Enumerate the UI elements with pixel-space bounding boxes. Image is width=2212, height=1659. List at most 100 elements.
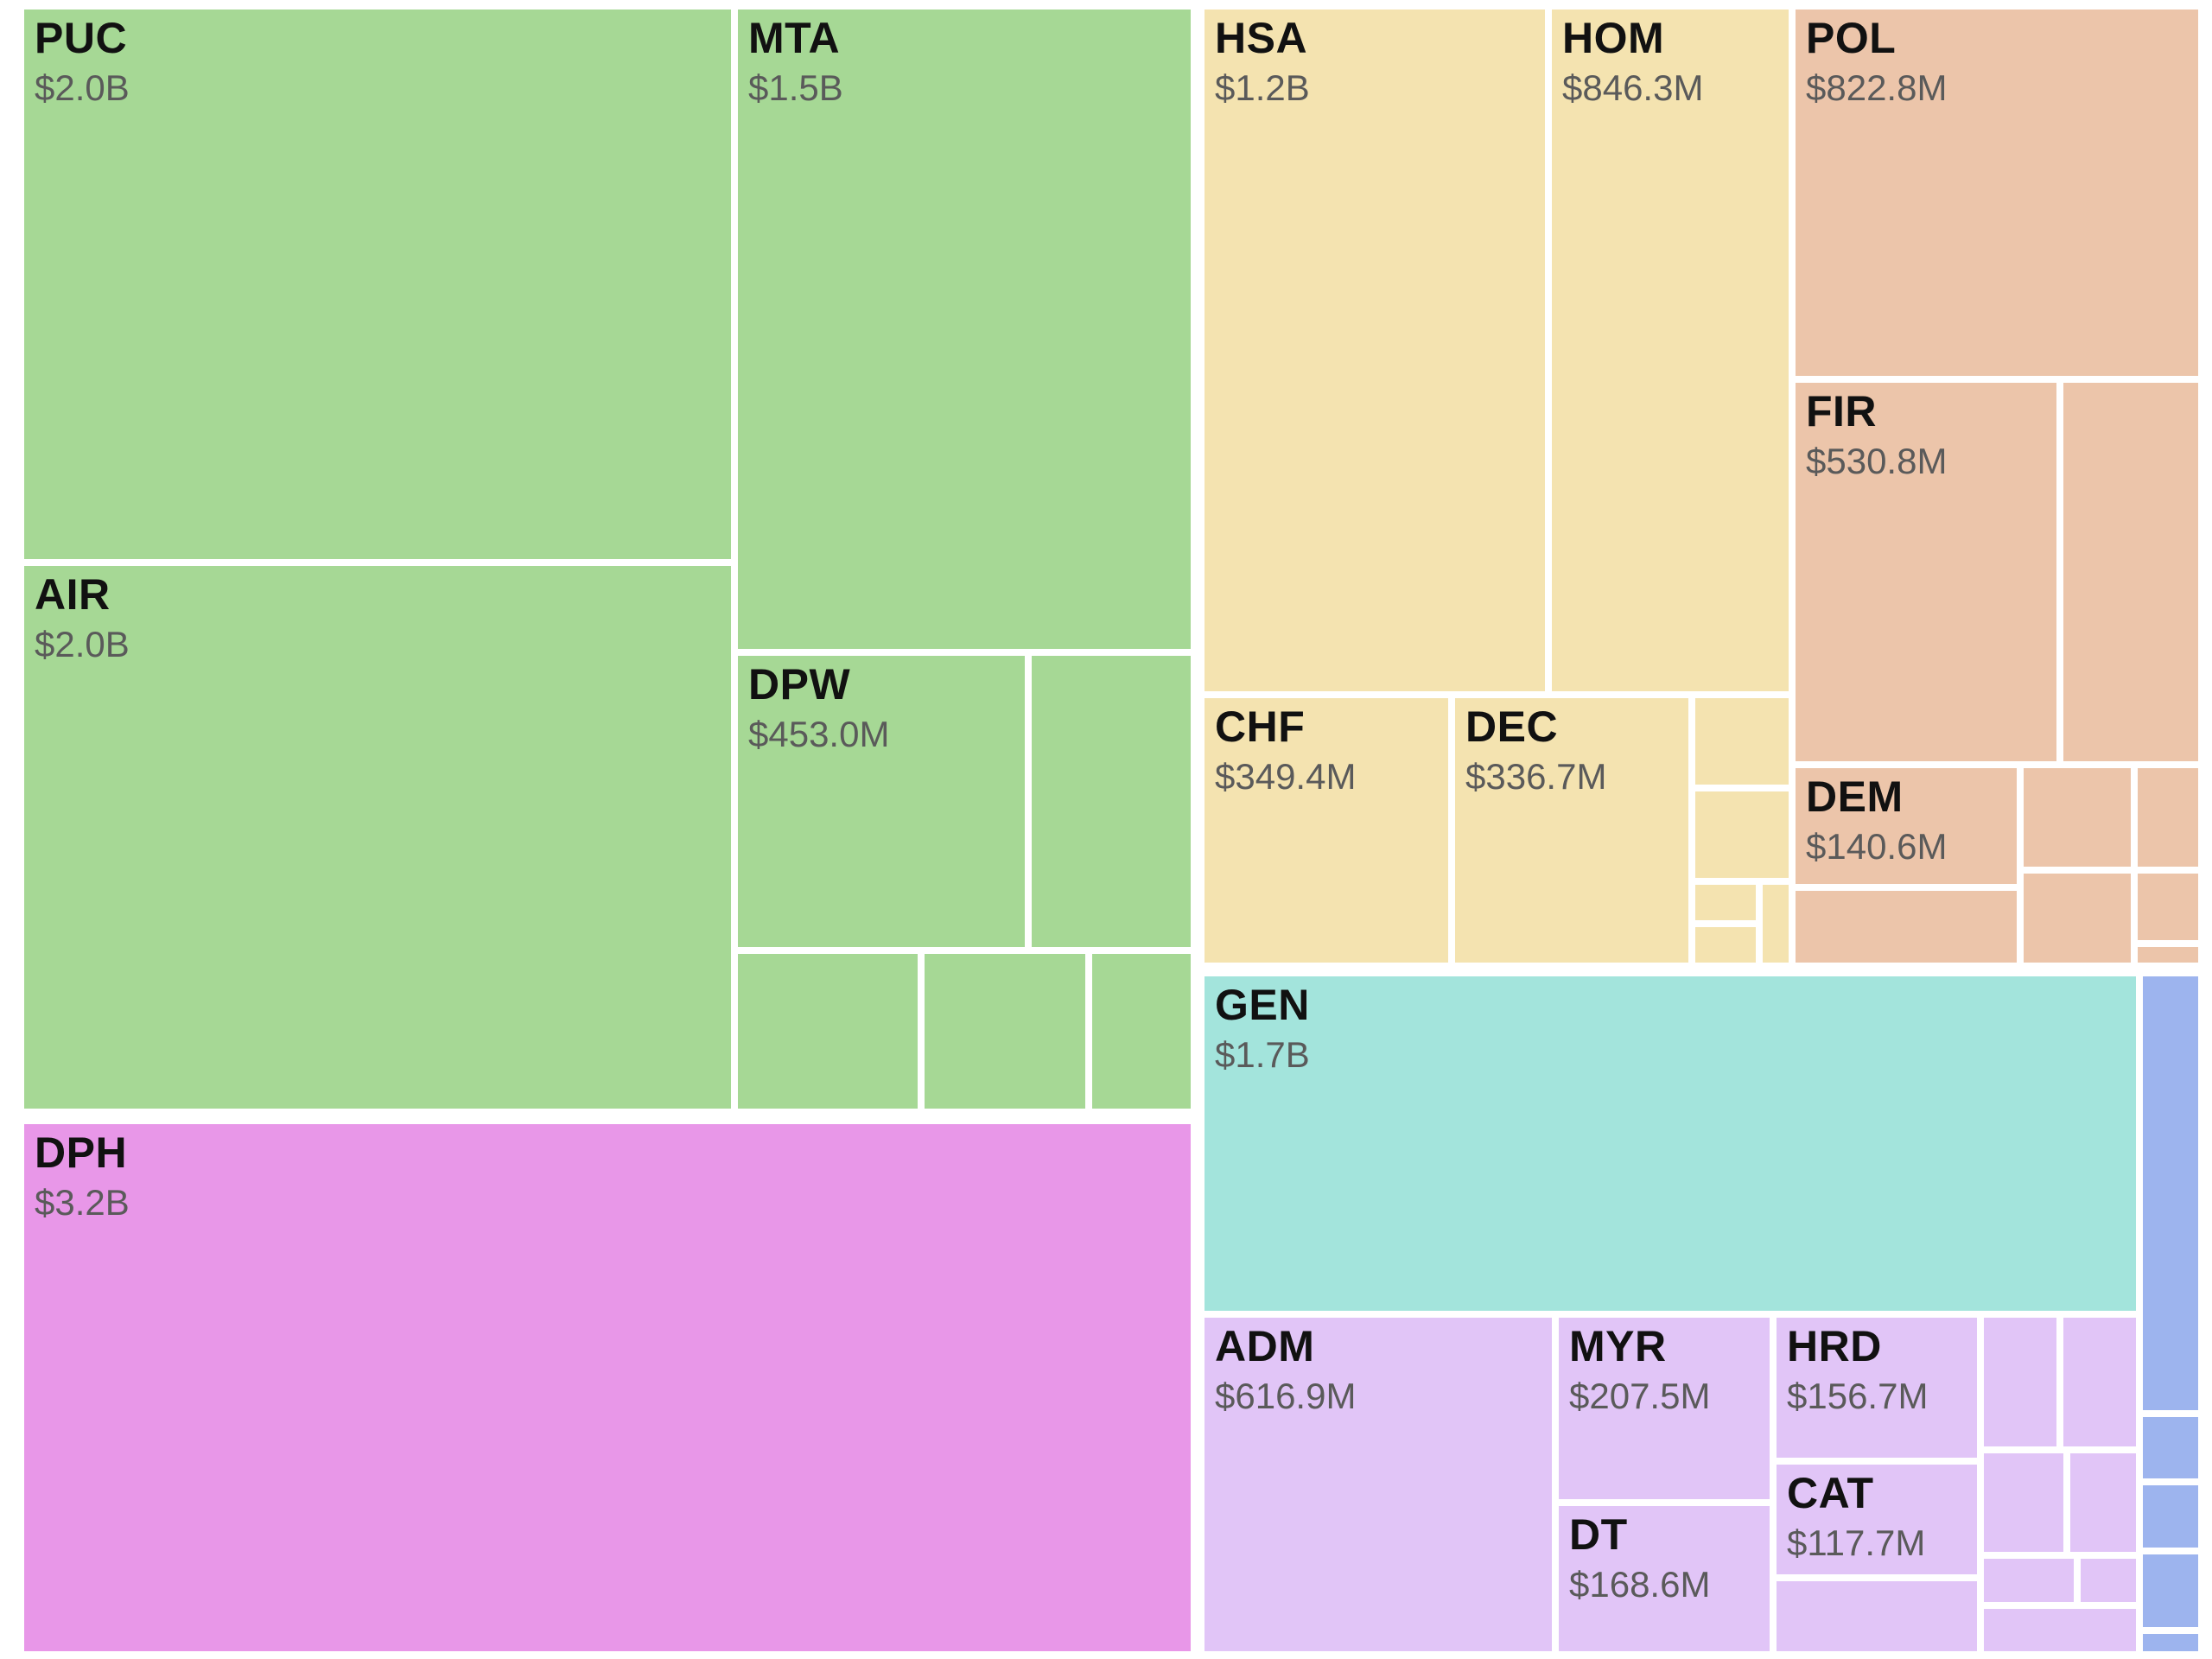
cell-value: $168.6M [1569,1564,1711,1605]
treemap-cell[interactable] [2139,1630,2202,1655]
treemap-cell[interactable] [1980,1555,2077,1605]
treemap-cell[interactable] [1792,887,2020,966]
treemap-cell-hom[interactable]: HOM $846.3M [1548,6,1792,695]
treemap-cell[interactable] [2134,765,2202,870]
treemap-cell-dph[interactable]: DPH $3.2B [21,1121,1194,1655]
cell-value: $2.0B [35,624,130,664]
treemap-cell-pol[interactable]: POL $822.8M [1792,6,2202,379]
treemap-cell[interactable] [1028,652,1194,950]
treemap-cell-puc[interactable]: PUC $2.0B [21,6,734,563]
cell-code: HSA [1215,14,1308,62]
cell-code: PUC [35,14,128,62]
cell-code: CAT [1787,1469,1874,1517]
cell-value: $336.7M [1465,756,1607,797]
cell-value: $822.8M [1806,67,1948,108]
cell-value: $3.2B [35,1182,130,1223]
treemap-cell-hrd[interactable]: HRD $156.7M [1773,1314,1980,1461]
cell-value: $1.7B [1215,1034,1310,1075]
treemap-cell[interactable] [2134,944,2202,966]
treemap-cell[interactable] [921,950,1089,1112]
cell-value: $616.9M [1215,1376,1357,1416]
cell-label: HOM $846.3M [1562,16,1703,106]
cell-value: $140.6M [1806,826,1948,867]
treemap-cell[interactable] [2060,1314,2139,1450]
cell-code: GEN [1215,981,1310,1029]
cell-code: AIR [35,570,111,619]
treemap-cell-gen[interactable]: GEN $1.7B [1201,973,2139,1314]
cell-code: MTA [748,14,841,62]
treemap-cell[interactable] [1773,1578,1980,1655]
cell-label: DPH $3.2B [35,1131,130,1221]
cell-value: $453.0M [748,714,890,754]
treemap-cell[interactable] [2139,1414,2202,1482]
cell-code: DEM [1806,772,1904,821]
treemap-cell[interactable] [1692,924,1759,966]
cell-label: PUC $2.0B [35,16,130,106]
treemap-cell-fir[interactable]: FIR $530.8M [1792,379,2060,765]
treemap-cell[interactable] [2139,973,2202,1414]
treemap-cell[interactable] [1692,695,1792,788]
treemap-cell[interactable] [2020,870,2134,966]
cell-code: DPH [35,1128,128,1177]
cell-label: AIR $2.0B [35,573,130,663]
cell-label: CHF $349.4M [1215,705,1356,795]
treemap-cell[interactable] [2134,870,2202,944]
treemap-cell-air[interactable]: AIR $2.0B [21,563,734,1112]
cell-value: $530.8M [1806,441,1948,481]
cell-code: FIR [1806,387,1878,435]
cell-label: FIR $530.8M [1806,390,1947,480]
cell-code: ADM [1215,1322,1315,1370]
treemap-cell-hsa[interactable]: HSA $1.2B [1201,6,1548,695]
cell-label: DEC $336.7M [1465,705,1606,795]
treemap-cell[interactable] [1692,788,1792,881]
cell-code: HRD [1787,1322,1882,1370]
treemap-cell-mta[interactable]: MTA $1.5B [734,6,1194,652]
cell-label: MTA $1.5B [748,16,843,106]
treemap-cell-dem[interactable]: DEM $140.6M [1792,765,2020,887]
cell-value: $207.5M [1569,1376,1711,1416]
treemap-cell[interactable] [2067,1450,2139,1555]
treemap-cell[interactable] [2139,1551,2202,1630]
treemap-cell[interactable] [1089,950,1194,1112]
treemap-cell-dpw[interactable]: DPW $453.0M [734,652,1028,950]
cell-value: $349.4M [1215,756,1357,797]
treemap-cell[interactable] [734,950,921,1112]
treemap-cell[interactable] [2139,1482,2202,1551]
cell-label: HRD $156.7M [1787,1325,1928,1414]
treemap-cell[interactable] [1759,881,1792,966]
treemap-cell[interactable] [1980,1450,2067,1555]
treemap-cell-chf[interactable]: CHF $349.4M [1201,695,1452,966]
cell-value: $117.7M [1787,1522,1926,1563]
treemap-cell[interactable] [1980,1314,2060,1450]
treemap-cell[interactable] [2020,765,2134,870]
treemap-cell[interactable] [2077,1555,2139,1605]
cell-label: POL $822.8M [1806,16,1947,106]
treemap-cell[interactable] [2060,379,2202,765]
treemap-cell-dec[interactable]: DEC $336.7M [1452,695,1692,966]
treemap-cell[interactable] [1980,1605,2139,1655]
cell-label: CAT $117.7M [1787,1471,1925,1561]
cell-value: $1.5B [748,67,843,108]
cell-label: ADM $616.9M [1215,1325,1356,1414]
cell-code: DEC [1465,702,1559,751]
treemap-cell-cat[interactable]: CAT $117.7M [1773,1461,1980,1578]
treemap-cell-dt[interactable]: DT $168.6M [1555,1503,1773,1655]
treemap-cell[interactable] [1692,881,1759,924]
cell-label: MYR $207.5M [1569,1325,1710,1414]
cell-label: GEN $1.7B [1215,983,1310,1073]
treemap-cell-adm[interactable]: ADM $616.9M [1201,1314,1555,1655]
cell-code: DPW [748,660,851,709]
cell-code: HOM [1562,14,1665,62]
cell-code: DT [1569,1510,1628,1559]
cell-value: $846.3M [1562,67,1704,108]
cell-code: POL [1806,14,1897,62]
cell-value: $2.0B [35,67,130,108]
cell-value: $156.7M [1787,1376,1929,1416]
treemap-cell-myr[interactable]: MYR $207.5M [1555,1314,1773,1503]
cell-code: MYR [1569,1322,1667,1370]
cell-label: DPW $453.0M [748,663,889,753]
cell-label: DEM $140.6M [1806,775,1947,865]
cell-label: HSA $1.2B [1215,16,1310,106]
cell-value: $1.2B [1215,67,1310,108]
